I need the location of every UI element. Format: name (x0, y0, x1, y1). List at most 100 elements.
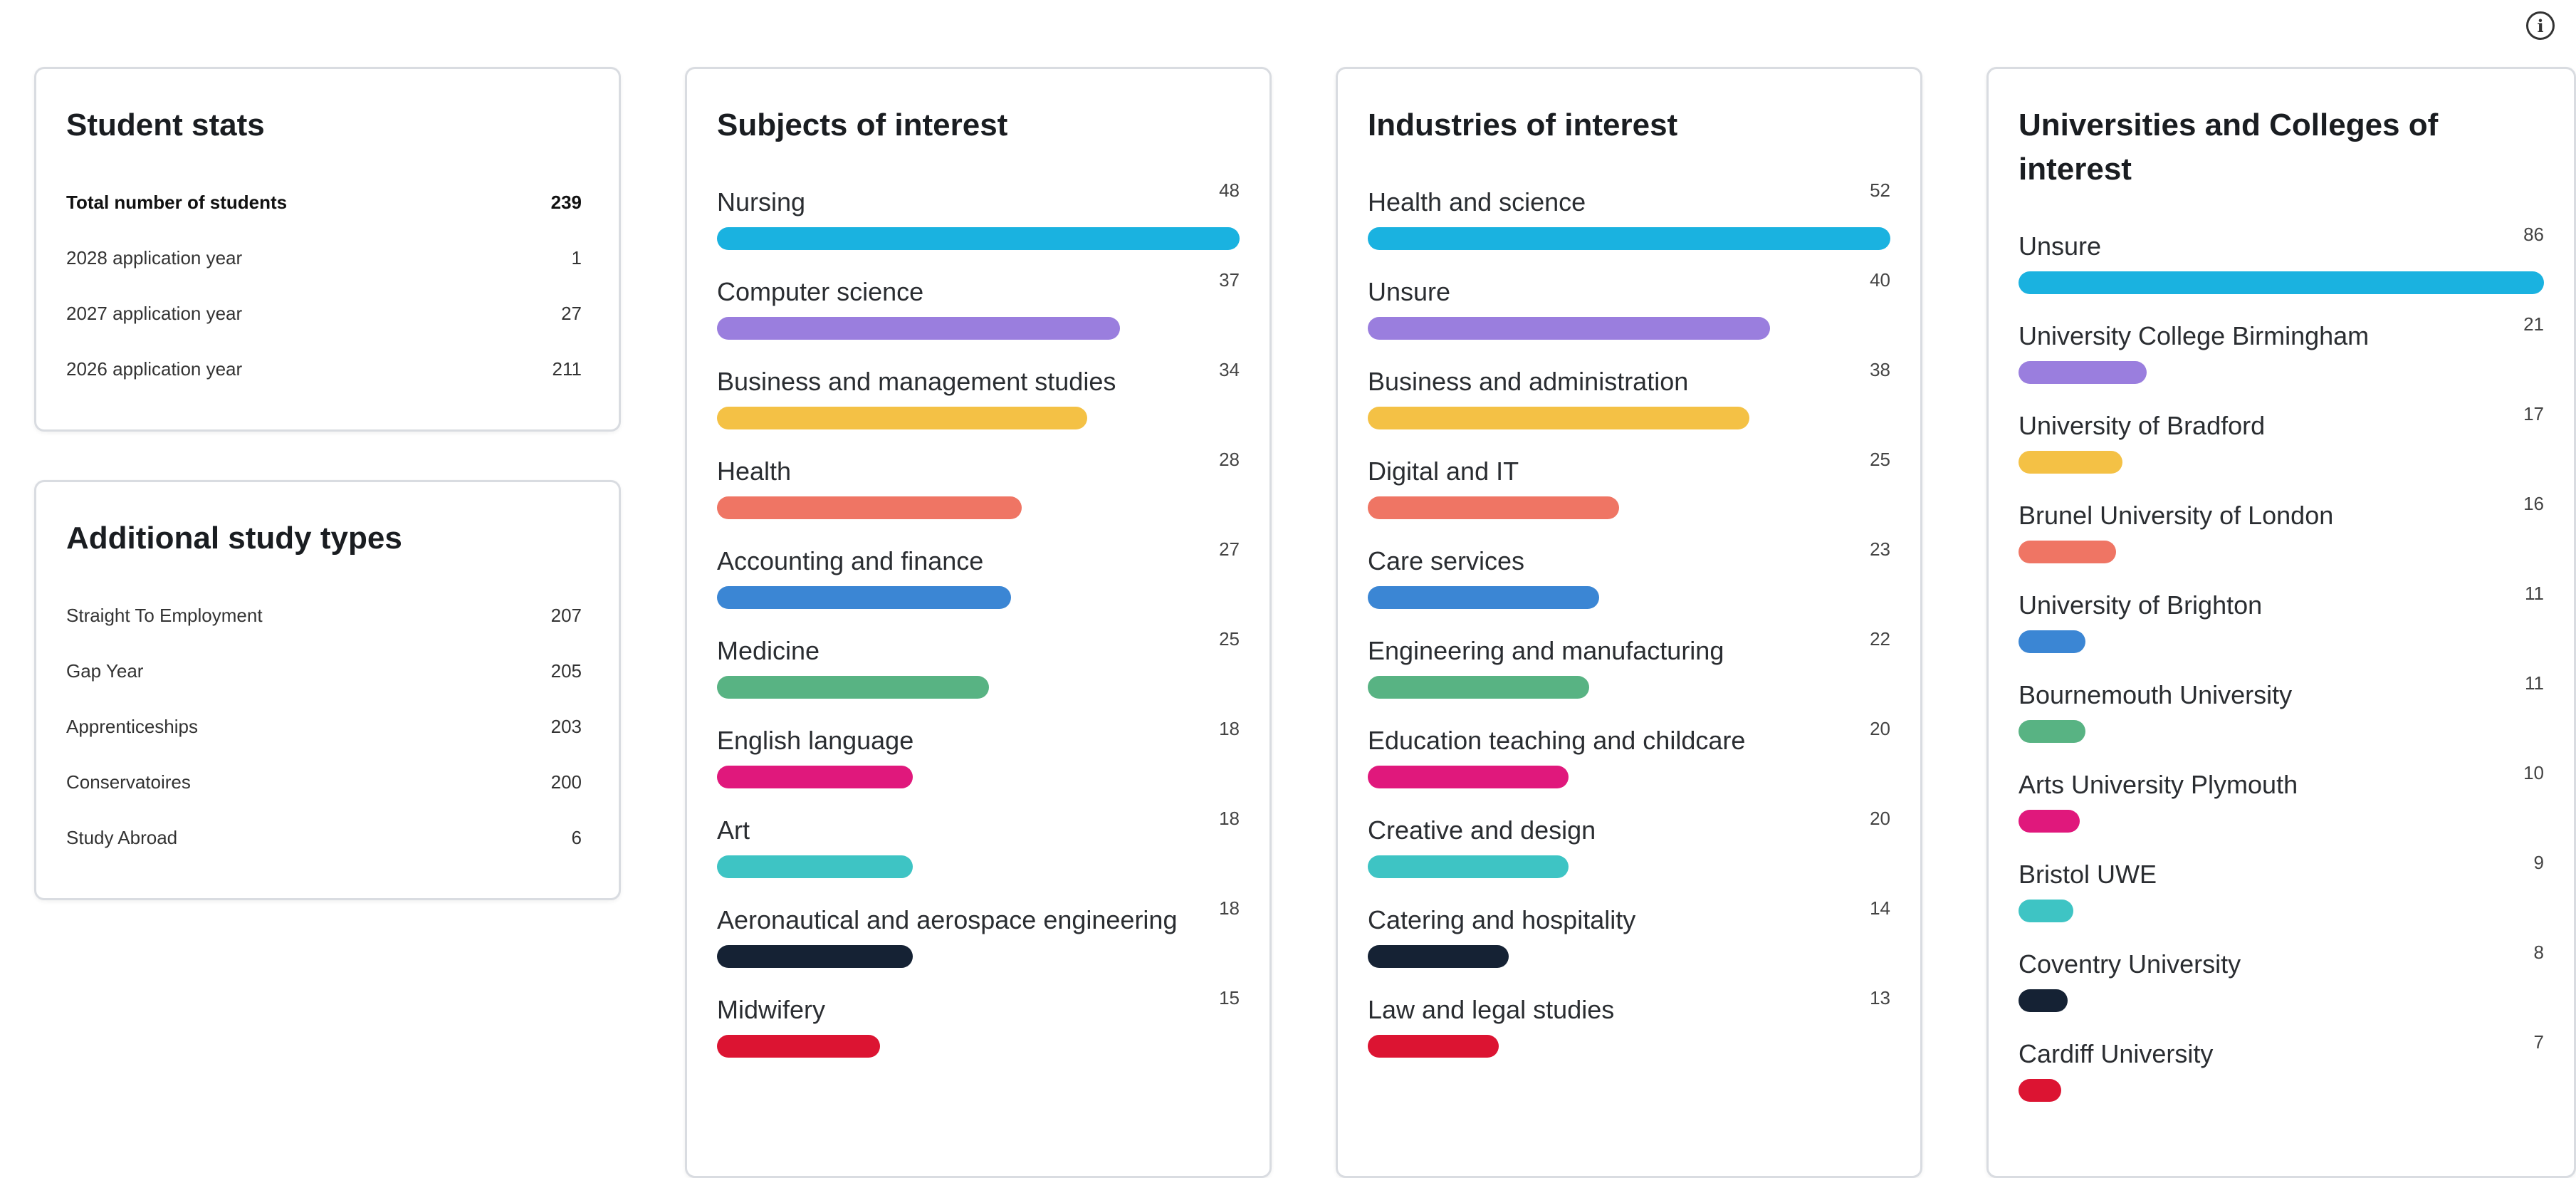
bar-label: Catering and hospitality (1368, 905, 1636, 934)
bar-value: 48 (1219, 179, 1240, 201)
bar-head: Unsure 40 (1368, 257, 1890, 307)
bar-fill (2019, 271, 2544, 294)
bar-fill (717, 317, 1120, 340)
industries-card: Industries of interest Health and scienc… (1336, 67, 1922, 1178)
bar-fill (717, 407, 1087, 429)
industries-item: Education teaching and childcare 20 (1368, 706, 1890, 796)
subjects-item: Computer science 37 (717, 257, 1240, 347)
bar-label: Bournemouth University (2019, 680, 2293, 709)
bar-fill (2019, 1079, 2062, 1102)
stat-label: 2027 application year (66, 302, 243, 324)
bar-label: Digital and IT (1368, 457, 1519, 486)
bar-track (717, 766, 1240, 788)
bar-label: Brunel University of London (2019, 501, 2334, 530)
bar-fill (2019, 900, 2074, 922)
bar-label: Nursing (717, 187, 806, 217)
bar-value: 86 (2523, 224, 2544, 245)
study-value: 207 (550, 604, 582, 626)
bar-head: Accounting and finance 27 (717, 526, 1240, 576)
bar-value: 25 (1219, 628, 1240, 650)
bar-track (717, 586, 1240, 609)
student-stats-card: Student stats Total number of students 2… (34, 67, 621, 432)
bar-label: English language (717, 726, 914, 755)
bar-track (717, 676, 1240, 699)
stat-value: 239 (550, 191, 582, 213)
study-row-conservatoires: Conservatoires 200 (66, 754, 582, 810)
subjects-item: Art 18 (717, 796, 1240, 885)
bar-head: University of Brighton 11 (2019, 570, 2544, 620)
bar-track (1368, 496, 1890, 519)
bar-value: 18 (1219, 718, 1240, 739)
bar-head: Aeronautical and aerospace engineering 18 (717, 885, 1240, 935)
bar-head: Health 28 (717, 437, 1240, 486)
bar-label: Law and legal studies (1368, 995, 1615, 1024)
bar-track (717, 945, 1240, 968)
bar-label: Business and management studies (717, 367, 1116, 396)
bar-track (2019, 810, 2544, 833)
bar-head: Medicine 25 (717, 616, 1240, 666)
bar-label: University College Birmingham (2019, 321, 2370, 350)
student-stats-list: Total number of students 239 2028 applic… (66, 174, 582, 397)
bar-label: Unsure (1368, 277, 1451, 306)
bar-label: Bristol UWE (2019, 860, 2157, 889)
bar-track (1368, 1035, 1890, 1058)
bar-track (2019, 989, 2544, 1012)
bar-fill (1368, 317, 1770, 340)
stat-row-2026: 2026 application year 211 (66, 341, 582, 397)
subjects-item: Midwifery 15 (717, 975, 1240, 1065)
bar-fill (2019, 541, 2117, 563)
bar-fill (1368, 586, 1599, 609)
bar-head: Midwifery 15 (717, 975, 1240, 1025)
bar-value: 8 (2533, 942, 2544, 963)
bar-fill (1368, 1035, 1499, 1058)
bar-track (2019, 900, 2544, 922)
info-icon[interactable]: i (2526, 11, 2555, 40)
subjects-item: English language 18 (717, 706, 1240, 796)
additional-study-card: Additional study types Straight To Emplo… (34, 480, 621, 900)
stat-value: 27 (561, 302, 582, 324)
bar-value: 16 (2523, 493, 2544, 514)
bar-head: Coventry University 8 (2019, 929, 2544, 979)
bar-track (2019, 451, 2544, 474)
student-stats-title: Student stats (66, 108, 265, 142)
bar-value: 11 (2525, 672, 2544, 694)
industries-item: Business and administration 38 (1368, 347, 1890, 437)
bar-head: Health and science 52 (1368, 167, 1890, 217)
bar-head: Catering and hospitality 14 (1368, 885, 1890, 935)
study-value: 6 (571, 826, 582, 848)
bar-label: Education teaching and childcare (1368, 726, 1746, 755)
bar-fill (1368, 496, 1619, 519)
bar-head: University of Bradford 17 (2019, 391, 2544, 441)
bar-head: Law and legal studies 13 (1368, 975, 1890, 1025)
bar-label: University of Brighton (2019, 590, 2263, 620)
industries-item: Unsure 40 (1368, 257, 1890, 347)
study-label: Apprenticeships (66, 715, 198, 737)
study-row-apprenticeships: Apprenticeships 203 (66, 699, 582, 754)
bar-value: 14 (1870, 897, 1890, 919)
bar-value: 27 (1219, 538, 1240, 560)
stat-row-2028: 2028 application year 1 (66, 230, 582, 286)
bar-head: Brunel University of London 16 (2019, 481, 2544, 531)
subjects-item: Nursing 48 (717, 167, 1240, 257)
bar-value: 40 (1870, 269, 1890, 291)
study-label: Straight To Employment (66, 604, 263, 626)
bar-label: Engineering and manufacturing (1368, 636, 1724, 665)
bar-value: 34 (1219, 359, 1240, 380)
bar-fill (717, 945, 913, 968)
bar-value: 18 (1219, 897, 1240, 919)
universities-item: Bournemouth University 11 (2019, 660, 2544, 750)
bar-track (2019, 630, 2544, 653)
bar-head: Bournemouth University 11 (2019, 660, 2544, 710)
universities-item: University of Bradford 17 (2019, 391, 2544, 481)
bar-track (717, 496, 1240, 519)
industries-item: Digital and IT 25 (1368, 437, 1890, 526)
universities-item: Bristol UWE 9 (2019, 840, 2544, 929)
bar-fill (717, 766, 913, 788)
universities-card: Universities and Colleges of interest Un… (1986, 67, 2576, 1178)
bar-head: Engineering and manufacturing 22 (1368, 616, 1890, 666)
universities-item: Cardiff University 7 (2019, 1019, 2544, 1109)
industries-item: Creative and design 20 (1368, 796, 1890, 885)
bar-value: 17 (2523, 403, 2544, 424)
bar-head: Art 18 (717, 796, 1240, 845)
bar-label: Health and science (1368, 187, 1586, 217)
